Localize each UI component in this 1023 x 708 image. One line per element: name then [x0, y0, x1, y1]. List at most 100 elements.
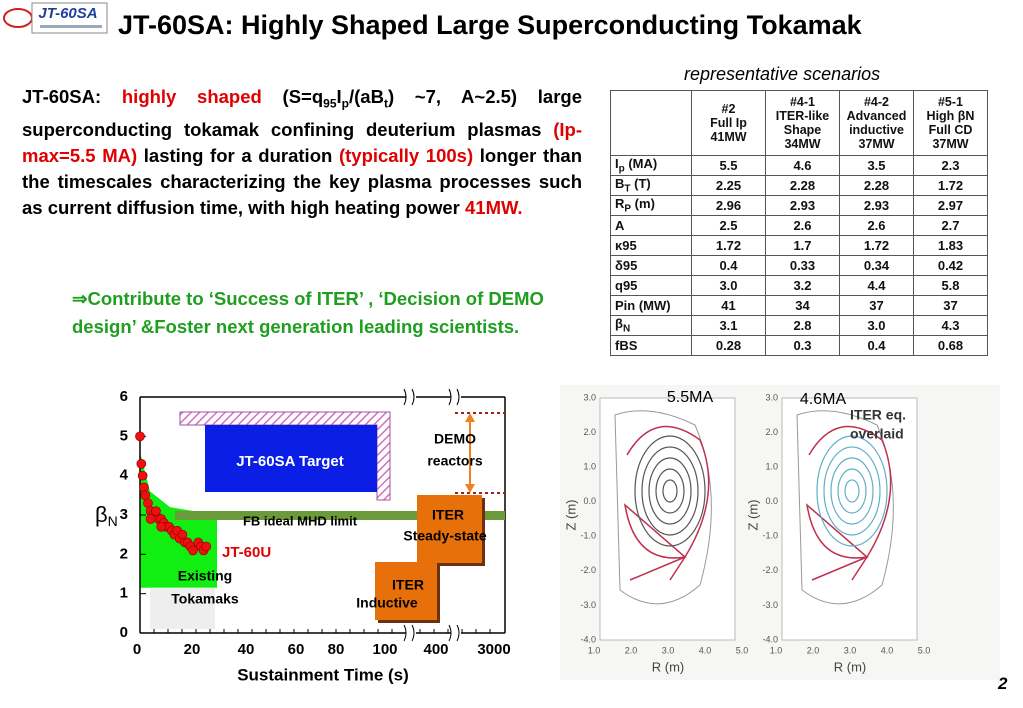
header-line: Advanced [846, 109, 907, 123]
iter-ss-label: Steady-state [403, 528, 486, 544]
label-base: R [615, 196, 625, 212]
table-cell: 2.6 [765, 215, 840, 236]
header-cell: #4-2 Advanced inductive 37MW [839, 90, 914, 156]
eq-y-tick: -3.0 [762, 600, 778, 610]
iter-box [375, 562, 437, 620]
intro-segment: (typically 100s) [338, 144, 474, 166]
table-cell: 2.28 [765, 175, 840, 196]
eq-y-tick: 0.0 [765, 496, 778, 506]
table-cell: 1.83 [913, 235, 988, 256]
table-cell: 4.3 [913, 315, 988, 336]
target-box [205, 425, 377, 492]
eq-note: overlaid [850, 426, 904, 442]
table-cell: 0.3 [765, 335, 840, 356]
table-cell: 0.33 [765, 255, 840, 276]
y-axis-label: βN [95, 502, 118, 529]
label-rest: (T) [630, 176, 651, 192]
label-base: A [615, 218, 625, 233]
x-tick-label: 400 [423, 641, 448, 658]
eq-note: ITER eq. [850, 407, 906, 423]
header-line: #4-2 [863, 95, 890, 109]
table-row: fBS 0.28 0.3 0.4 0.68 [610, 335, 988, 356]
x-tick-label: 20 [184, 641, 201, 658]
break-mark [448, 624, 460, 642]
x-tick-label: 3000 [477, 641, 510, 658]
header-line: 41MW [710, 130, 747, 144]
table-cell: 3.0 [839, 315, 914, 336]
existing-label: Tokamaks [171, 591, 239, 607]
eq-y-tick: -2.0 [762, 565, 778, 575]
table-cell: 2.25 [691, 175, 766, 196]
page-number: 2 [998, 674, 1008, 693]
axis-break [406, 625, 416, 641]
table-cell: 0.68 [913, 335, 988, 356]
row-label: fBS [610, 335, 692, 356]
header-cell: #2 Full Ip 41MW [691, 90, 766, 156]
y-tick-label: 3 [120, 506, 128, 523]
intro-segment: longer than the timescales characterizin… [22, 144, 583, 218]
table-cell: 2.5 [691, 215, 766, 236]
flux-surface [830, 457, 874, 525]
table-cell: 1.72 [691, 235, 766, 256]
row-label: RP (m) [610, 195, 692, 216]
eq-y-label: Z (m) [745, 499, 760, 530]
eq-y-tick: 2.0 [583, 427, 596, 437]
header-line: Full CD [928, 123, 973, 137]
intro-segment: (S=q [261, 86, 324, 107]
table-caption: representative scenarios [684, 64, 881, 84]
header-line: 34MW [784, 137, 821, 151]
eq-current-label: 4.6MA [800, 391, 847, 408]
flux-surface [844, 479, 860, 503]
eq-current-label: 5.5MA [667, 389, 714, 406]
header-row: #2 Full Ip 41MW #4-1 ITER-like Shape 34MW #4-2 A… [610, 90, 988, 156]
iter-ind-label: Inductive [356, 595, 418, 611]
eq-x-tick: 2.0 [807, 645, 820, 655]
x-tick-label: 60 [288, 641, 305, 658]
intro-segment: 41MW. [465, 196, 523, 218]
row-label: βN [610, 315, 692, 336]
label-base: fBS [615, 338, 638, 353]
existing-label: Existing [178, 568, 232, 584]
table-cell: 0.42 [913, 255, 988, 276]
eq-x-tick: 2.0 [625, 645, 638, 655]
table-cell: 0.4 [691, 255, 766, 276]
flux-surface [662, 479, 678, 503]
header-line: Shape [783, 123, 822, 137]
intro-segment: I [336, 86, 342, 107]
table-row: A 2.5 2.6 2.6 2.7 [610, 215, 988, 236]
table-cell: 2.97 [913, 195, 988, 216]
table-row: q95 3.0 3.2 4.4 5.8 [610, 275, 988, 296]
jt60u-point [156, 521, 167, 532]
break-mark [448, 388, 460, 406]
table-cell: 3.0 [691, 275, 766, 296]
table-cell: 2.8 [765, 315, 840, 336]
eq-y-tick: 0.0 [583, 496, 596, 506]
table-cell: 0.4 [839, 335, 914, 356]
eq-x-tick: 3.0 [662, 645, 675, 655]
table-cell: 4.6 [765, 155, 840, 176]
table-cell: 2.93 [765, 195, 840, 216]
eq-y-label: Z (m) [563, 499, 578, 530]
label-sub: N [622, 323, 631, 335]
flux-surface [837, 468, 867, 514]
header-line: High βN [926, 109, 975, 123]
label-rest: (MA) [624, 156, 658, 172]
eq-frame [781, 397, 918, 641]
eq-x-tick: 1.0 [770, 645, 783, 655]
table-cell: 37 [839, 295, 914, 316]
intro-segment: 95 [323, 96, 337, 111]
table-row: RP (m) 2.96 2.93 2.93 2.97 [610, 195, 988, 216]
header-line: #5-1 [937, 95, 964, 109]
table-cell: 34 [765, 295, 840, 316]
table-row: κ95 1.72 1.7 1.72 1.83 [610, 235, 988, 256]
logo: JT-60SA [3, 2, 108, 34]
eq-y-tick: 1.0 [583, 462, 596, 472]
eq-frame [599, 397, 736, 641]
eq-x-tick: 4.0 [699, 645, 712, 655]
eq-y-tick: -3.0 [580, 600, 596, 610]
header-cell: #5-1 High βN Full CD 37MW [913, 90, 988, 156]
x-tick-label: 40 [238, 641, 255, 658]
intro-segment: t [383, 96, 388, 111]
